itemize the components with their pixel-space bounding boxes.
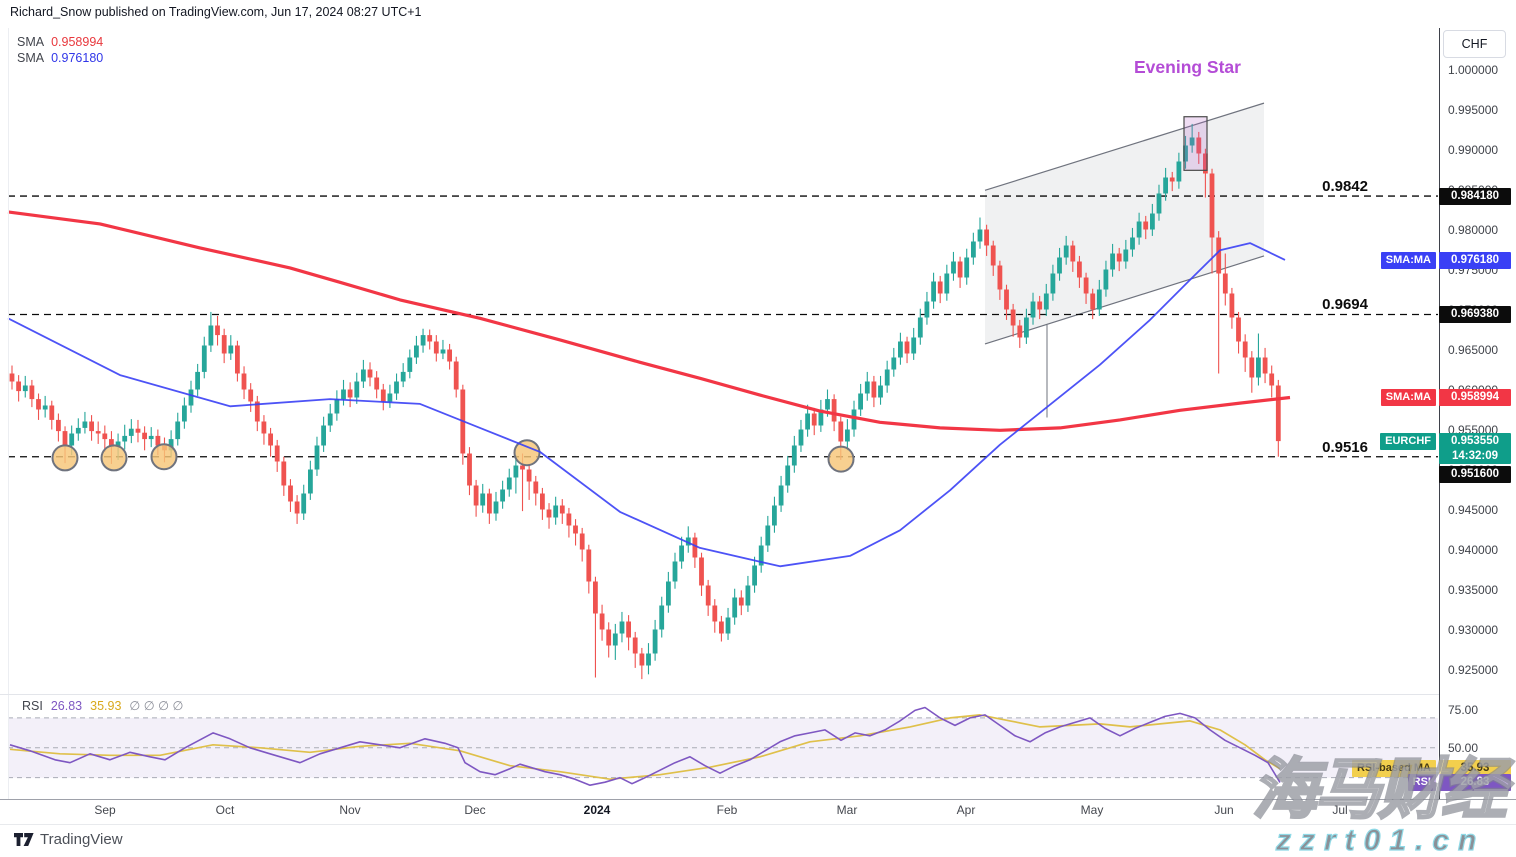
moving-averages-layer (7, 210, 1291, 568)
evening-star-rect[interactable] (1183, 116, 1208, 171)
evening-star-annotation[interactable]: Evening Star (1134, 57, 1241, 77)
rsi-value: RSI 26.83 (1100, 773, 1513, 791)
time-tick-May: May (1080, 803, 1104, 817)
watermark-url-text: zzrt01.cn (1275, 823, 1486, 857)
price-tick-label: 0.995000 (1448, 102, 1499, 117)
sma-fast-price-value: 0.958994 (1439, 389, 1511, 407)
rsi-tick-label: 50.00 (1448, 740, 1479, 755)
upper-level-price: 0.984180 (1100, 187, 1513, 205)
rsi-band-layer (8, 717, 1438, 779)
lower-level-price: 0.951600 (1100, 465, 1513, 483)
last-price-label: EURCHF (1380, 432, 1436, 450)
sma-fast-price-label: SMA:MA (1380, 389, 1436, 407)
pane-separators (0, 28, 1516, 825)
sma-fast-legend-label: SMA (17, 35, 45, 49)
lower-level-price-value: 0.951600 (1439, 465, 1511, 483)
sma-fast-legend-value: 0.958994 (51, 35, 104, 49)
rsi-legend[interactable]: RSI 26.83 35.93 ∅ ∅ ∅ ∅ (22, 698, 191, 713)
rsi-tick-label: 75.00 (1448, 703, 1479, 718)
mid-level-price-value: 0.969380 (1439, 305, 1511, 323)
support-test-circles[interactable] (51, 439, 855, 473)
time-tick-Jun: Jun (1214, 803, 1234, 817)
price-tick-label: 0.925000 (1448, 662, 1499, 677)
last-price: EURCHF 0.953550 14:32:09 (1100, 432, 1513, 464)
price-tick-label: 0.980000 (1448, 222, 1499, 237)
upper-level-price-value: 0.984180 (1439, 187, 1511, 205)
last-price-value: 0.953550 14:32:09 (1439, 432, 1511, 464)
rsi-ma-value-value: 35.93 (1439, 760, 1511, 778)
mid-level-price: 0.969380 (1100, 305, 1513, 323)
rsi-value-label: RSI (1407, 773, 1436, 791)
time-tick-Dec: Dec (464, 803, 486, 817)
time-tick-2024: 2024 (583, 803, 611, 817)
rsi-legend-value: 26.83 (50, 699, 83, 713)
tradingview-footer-link[interactable]: TradingView (13, 831, 123, 848)
publish-header: Richard_Snow published on TradingView.co… (10, 5, 422, 19)
sma-fast-legend[interactable]: SMA 0.958994 (17, 34, 103, 50)
rsi-legend-label: RSI (22, 699, 43, 713)
indicator-legend: SMA 0.958994 SMA 0.976180 (17, 34, 103, 66)
price-tick-label: 0.940000 (1448, 542, 1499, 557)
price-tick-label: 0.935000 (1448, 582, 1499, 597)
rsi-lines-layer (9, 706, 1281, 787)
key-level-lines[interactable] (8, 195, 1438, 458)
time-tick-Jul: Jul (1332, 803, 1348, 817)
sma-slow-legend-value: 0.976180 (51, 51, 104, 65)
time-tick-Mar: Mar (836, 803, 858, 817)
price-tick-label: 0.990000 (1448, 142, 1499, 157)
sma-slow-price: SMA:MA 0.976180 (1100, 251, 1513, 269)
sma-slow-price-value: 0.976180 (1439, 251, 1511, 269)
tradingview-logo-text: TradingView (40, 831, 123, 848)
level-label-0-9694[interactable]: 0.9694 (1322, 296, 1368, 314)
level-label-0-9516[interactable]: 0.9516 (1322, 438, 1368, 456)
rsi-empty-params: ∅ ∅ ∅ ∅ (129, 699, 184, 713)
time-tick-Apr: Apr (956, 803, 976, 817)
watermark-cn-text: 海马财经 (1251, 751, 1509, 828)
sma-slow-legend[interactable]: SMA 0.976180 (17, 50, 103, 66)
price-tick-label: 0.930000 (1448, 622, 1499, 637)
time-tick-Nov: Nov (339, 803, 361, 817)
sma-slow-price-label: SMA:MA (1380, 251, 1436, 269)
price-tick-label: 1.000000 (1448, 62, 1499, 77)
rsi-ma-value: RSI-based MA 35.93 (1100, 760, 1513, 778)
currency-toggle-button[interactable]: CHF (1443, 30, 1506, 58)
rsi-ma-value-label: RSI-based MA (1352, 760, 1436, 778)
sma-slow-legend-label: SMA (17, 51, 45, 65)
time-tick-Oct: Oct (215, 803, 235, 817)
level-label-0-9842[interactable]: 0.9842 (1322, 178, 1368, 196)
price-tick-label: 0.965000 (1448, 342, 1499, 357)
time-tick-Sep: Sep (94, 803, 116, 817)
price-tick-label: 0.945000 (1448, 502, 1499, 517)
time-tick-Feb: Feb (716, 803, 738, 817)
tradingview-logo-icon (14, 833, 34, 846)
sma-fast-price: SMA:MA 0.958994 (1100, 389, 1513, 407)
rsi-ma-legend-value: 35.93 (90, 699, 122, 713)
rsi-value-value: 26.83 (1439, 773, 1511, 791)
